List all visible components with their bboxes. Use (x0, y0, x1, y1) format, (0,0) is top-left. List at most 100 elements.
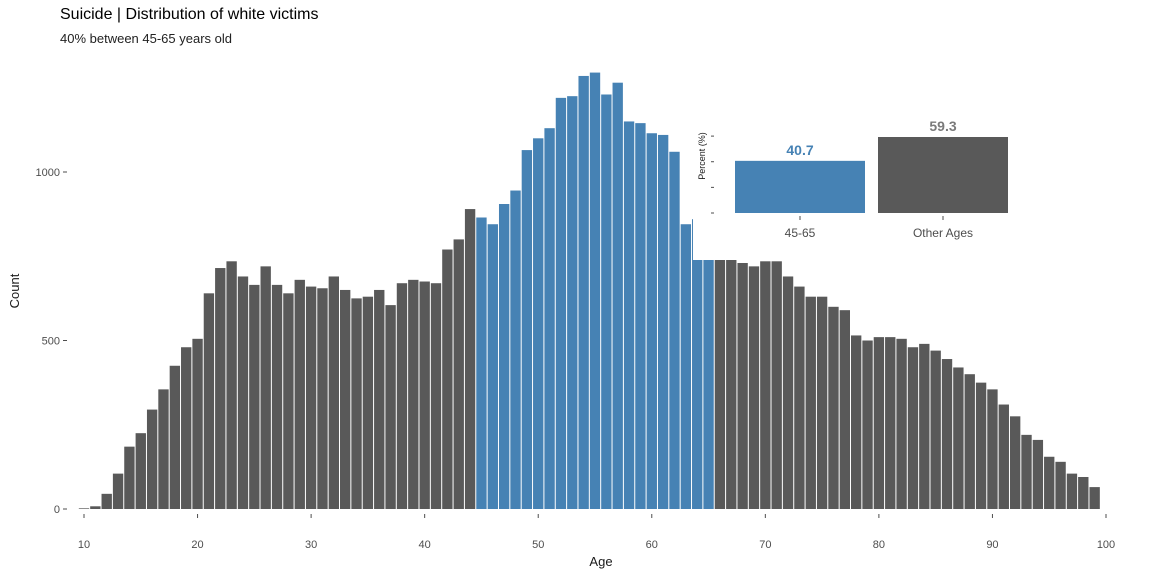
x-tick-label: 10 (78, 539, 90, 551)
histogram-bar (737, 262, 748, 509)
histogram-bar (1078, 476, 1089, 509)
histogram-bar (885, 337, 896, 509)
histogram-bar (521, 150, 533, 509)
histogram-bar (612, 82, 623, 509)
histogram-bar (203, 293, 215, 509)
histogram-bar (748, 266, 760, 509)
histogram-bar (351, 298, 362, 510)
histogram-bar (714, 259, 726, 509)
histogram-bar (771, 261, 782, 509)
histogram-bar (1021, 434, 1032, 509)
histogram-bar (589, 72, 601, 509)
x-tick-label: 90 (986, 539, 998, 551)
y-tick-label: 0 (54, 504, 60, 516)
histogram-bar (408, 279, 419, 509)
histogram-bar (953, 367, 964, 509)
histogram-bar (226, 261, 237, 509)
histogram-bar (578, 75, 589, 509)
inset-value-label: 59.3 (929, 118, 956, 134)
histogram-bar (828, 306, 839, 509)
histogram-bar (657, 134, 669, 509)
histogram-bar (328, 276, 339, 509)
histogram-bar (1044, 456, 1055, 509)
histogram-bar (851, 335, 862, 509)
histogram-bar (181, 347, 192, 509)
histogram-bar (862, 340, 873, 509)
histogram-bar (124, 446, 135, 509)
histogram-bar (237, 276, 249, 509)
histogram-bar (476, 217, 487, 509)
y-tick-label: 500 (42, 336, 60, 348)
histogram-bar (1032, 439, 1044, 509)
x-tick-label: 50 (532, 539, 544, 551)
histogram-bar (635, 123, 646, 509)
histogram-bar (146, 409, 158, 509)
x-tick-label: 100 (1097, 539, 1115, 551)
histogram-bar (487, 224, 498, 510)
histogram-bar (362, 296, 374, 509)
histogram-bar (1066, 473, 1078, 509)
histogram-bar (555, 97, 567, 510)
chart-title: Suicide | Distribution of white victims (60, 6, 319, 23)
histogram-bar (703, 259, 714, 509)
histogram-bar (567, 96, 578, 510)
percent-inset-chart: 40.7 45-65 59.3 Other Ages Percent (%) (693, 108, 1028, 260)
histogram-bar (896, 338, 907, 509)
histogram-bar (998, 404, 1009, 509)
y-tick-label: 1000 (36, 167, 60, 179)
histogram-bar (374, 289, 385, 509)
histogram-bar (941, 359, 953, 509)
histogram-bar (794, 286, 805, 509)
histogram-bar (294, 279, 305, 509)
histogram-bar (90, 506, 101, 509)
histogram-bar (873, 337, 885, 509)
histogram-bar (498, 204, 510, 509)
histogram-bar (135, 433, 146, 509)
histogram-bar (987, 389, 998, 509)
chart-subtitle: 40% between 45-65 years old (60, 31, 233, 46)
x-tick-label: 30 (305, 539, 317, 551)
histogram-bar (283, 293, 294, 509)
histogram-bar (464, 209, 476, 509)
x-tick-label: 60 (646, 539, 658, 551)
histogram-bar (192, 338, 203, 509)
histogram-bars (78, 72, 1100, 510)
histogram-bar (260, 266, 271, 509)
histogram-bar (782, 276, 794, 509)
inset-y-axis-title: Percent (%) (697, 132, 707, 180)
histogram-bar (249, 284, 260, 509)
histogram-bar (442, 249, 453, 509)
histogram-bar (385, 305, 396, 509)
histogram-bar (692, 219, 703, 509)
histogram-bar (419, 281, 430, 509)
histogram-bar (158, 389, 169, 509)
histogram-bar (169, 365, 181, 509)
histogram-bar (544, 128, 555, 509)
histogram-bar (101, 493, 112, 509)
histogram-bar (816, 296, 828, 509)
x-tick-label: 20 (191, 539, 203, 551)
inset-category-label: 45-65 (785, 226, 816, 240)
histogram-bar (601, 94, 612, 510)
histogram-bar (930, 350, 941, 509)
histogram-bar (839, 310, 850, 509)
histogram-bar (430, 283, 442, 509)
x-tick-label: 80 (873, 539, 885, 551)
histogram-bar (271, 284, 283, 509)
histogram-bar (533, 138, 544, 510)
histogram-bar (1089, 487, 1100, 509)
histogram-bar (623, 121, 635, 509)
histogram-bar (317, 288, 328, 509)
histogram-bar (78, 508, 90, 509)
histogram-bar (1055, 461, 1066, 509)
histogram-bar (680, 224, 692, 510)
histogram-bar (112, 473, 124, 509)
histogram-bar (907, 347, 919, 509)
histogram-bar (1009, 416, 1021, 509)
histogram-bar (760, 261, 771, 509)
histogram-bar (305, 286, 317, 509)
histogram-bar (919, 343, 930, 509)
histogram-bar (669, 151, 680, 509)
